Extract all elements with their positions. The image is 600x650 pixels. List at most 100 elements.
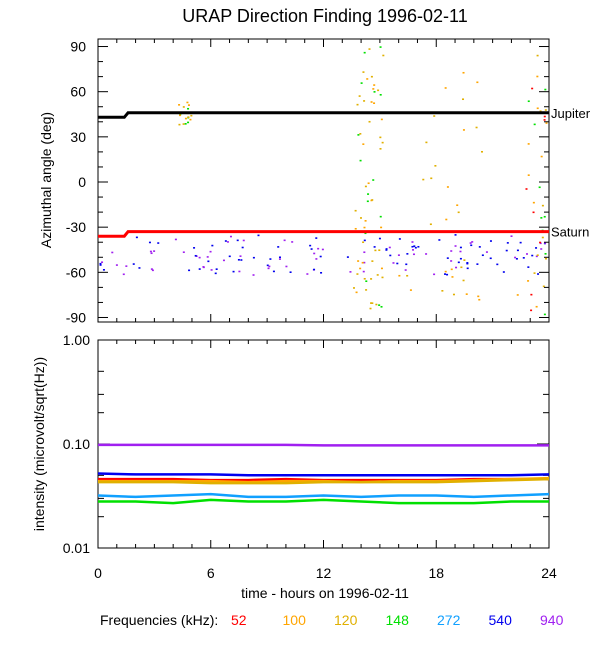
azimuth-tick-label: 90	[70, 39, 86, 55]
azimuth-data-point	[542, 285, 545, 288]
azimuth-data-point	[211, 244, 214, 247]
azimuth-data-point	[381, 276, 384, 279]
azimuth-data-point	[369, 307, 372, 310]
azimuth-data-point	[378, 249, 381, 252]
legend: Frequencies (kHz): 52 100 120 148 272 540 940	[100, 612, 564, 628]
legend-item-100: 100	[283, 612, 307, 628]
intensity-y-axis-label: intensity (microvolt/sqrt(Hz))	[31, 357, 47, 531]
azimuth-data-point	[379, 215, 382, 218]
azimuth-data-point	[149, 250, 152, 253]
x-tick-label: 6	[207, 565, 215, 581]
legend-item-272: 272	[437, 612, 461, 628]
azimuth-data-point	[132, 263, 135, 265]
azimuth-data-point	[363, 261, 366, 264]
azimuth-data-point	[406, 253, 409, 255]
azimuth-data-point	[309, 244, 312, 247]
azimuth-data-point	[359, 217, 362, 219]
azimuth-data-point	[535, 255, 538, 258]
azimuth-data-point	[226, 241, 229, 243]
azimuth-data-point	[444, 270, 447, 273]
x-tick-label: 18	[428, 565, 444, 581]
azimuth-data-point	[481, 254, 484, 257]
azimuth-data-point	[530, 309, 533, 312]
azimuth-data-point	[182, 106, 185, 108]
azimuth-data-point	[289, 271, 292, 273]
azimuth-data-point	[385, 249, 388, 251]
azimuth-data-point	[349, 271, 352, 273]
legend-item-540: 540	[489, 612, 513, 628]
azimuth-data-point	[411, 241, 414, 243]
azimuth-data-point	[363, 51, 366, 54]
azimuth-data-point	[462, 71, 465, 74]
intensity-tick-label: 1.00	[63, 332, 90, 348]
azimuth-data-point	[379, 46, 382, 48]
intensity-series-540	[97, 472, 550, 477]
azimuth-scatter-points	[99, 46, 548, 316]
azimuth-data-point	[228, 255, 231, 258]
azimuth-data-point	[456, 204, 459, 207]
azimuth-data-point	[267, 267, 270, 270]
azimuth-data-point	[527, 143, 530, 145]
reference-line-jupiter	[98, 111, 549, 119]
azimuth-data-point	[470, 244, 473, 247]
intensity-axis-ticks	[97, 339, 550, 549]
azimuth-data-point	[459, 250, 462, 253]
azimuth-data-point	[480, 150, 483, 153]
azimuth-data-point	[445, 218, 448, 221]
azimuth-data-point	[366, 200, 369, 203]
azimuth-data-point	[257, 234, 260, 237]
azimuth-data-point	[526, 253, 529, 255]
azimuth-data-point	[368, 120, 371, 123]
azimuth-data-point	[404, 269, 407, 271]
azimuth-data-point	[533, 123, 536, 126]
azimuth-data-point	[372, 179, 375, 181]
azimuth-data-point	[527, 100, 530, 103]
azimuth-data-point	[375, 303, 378, 306]
azimuth-data-point	[406, 274, 409, 277]
azimuth-data-point	[315, 258, 318, 260]
azimuth-data-point	[367, 193, 370, 195]
azimuth-data-point	[138, 267, 141, 269]
azimuth-data-point	[539, 242, 542, 245]
intensity-series-148	[98, 498, 549, 505]
azimuth-data-point	[313, 252, 316, 255]
azimuth-data-point	[358, 95, 361, 97]
azimuth-data-point	[433, 273, 436, 276]
azimuth-data-point	[530, 293, 533, 296]
azimuth-plot-frame	[97, 38, 550, 323]
azimuth-data-point	[532, 211, 535, 214]
azimuth-data-point	[462, 279, 465, 282]
azimuth-data-point	[190, 114, 193, 117]
x-axis-label: time - hours on 1996-02-11	[241, 585, 409, 601]
azimuth-y-axis-label: Azimuthal angle (deg)	[38, 112, 54, 248]
azimuth-axis-ticks	[97, 39, 550, 322]
azimuth-data-point	[359, 267, 362, 270]
azimuth-data-point	[522, 257, 525, 259]
azimuth-data-point	[179, 113, 182, 116]
azimuth-data-point	[367, 182, 370, 185]
azimuth-data-point	[425, 141, 428, 144]
azimuth-data-point	[365, 289, 368, 291]
azimuth-tick-label: 0	[78, 174, 86, 190]
azimuth-data-point	[319, 255, 322, 258]
azimuth-data-point	[489, 240, 492, 242]
azimuth-data-point	[371, 260, 374, 262]
azimuth-data-point	[373, 84, 376, 86]
azimuth-data-point	[434, 165, 437, 167]
azimuth-data-point	[454, 245, 457, 247]
azimuth-data-point	[99, 262, 102, 265]
azimuth-data-point	[153, 250, 156, 252]
azimuth-data-point	[514, 256, 517, 259]
azimuth-data-point	[362, 143, 365, 145]
azimuth-data-point	[102, 269, 105, 271]
azimuth-data-point	[359, 133, 362, 135]
azimuth-data-point	[543, 119, 546, 121]
azimuth-data-point	[382, 54, 385, 57]
azimuth-data-point	[321, 248, 324, 251]
azimuth-data-point	[240, 259, 243, 261]
intensity-panel: 1.00 0.10 0.01 0 6 12 18 24 intensity (microvo…	[31, 332, 557, 601]
azimuth-data-point	[450, 260, 453, 262]
azimuth-data-point	[310, 248, 313, 250]
azimuth-data-point	[193, 247, 196, 249]
